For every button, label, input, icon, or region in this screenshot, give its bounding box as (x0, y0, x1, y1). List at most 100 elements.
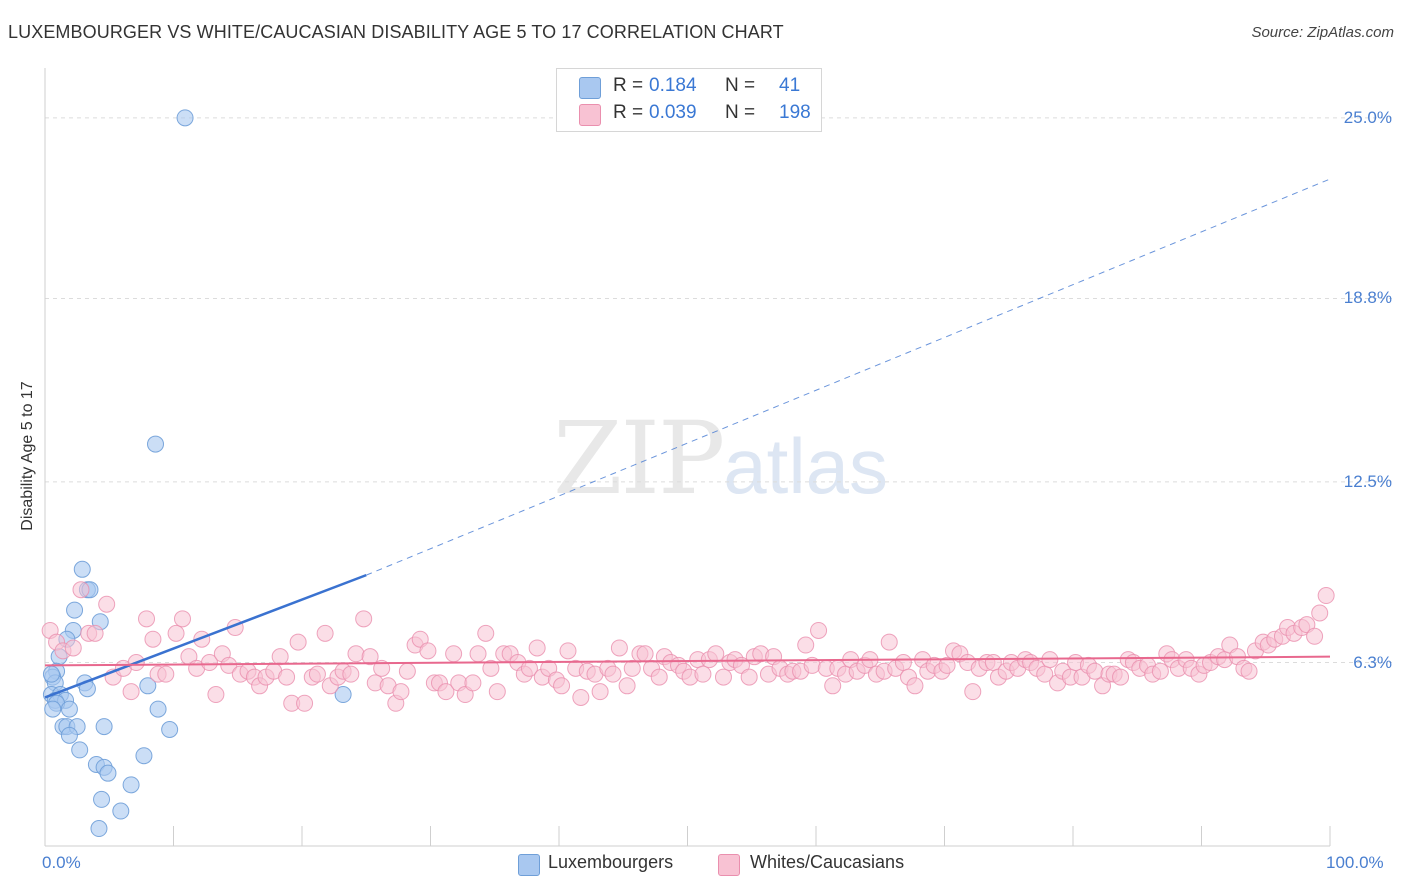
whites-point (220, 656, 238, 674)
legend-r-label: R = (613, 102, 644, 123)
whites-point (1086, 662, 1104, 680)
whites-point (173, 610, 191, 628)
luxembourgers-point (122, 776, 140, 794)
watermark-zip: ZIP (553, 400, 725, 517)
whites-point (411, 630, 429, 648)
whites-point (1306, 627, 1324, 645)
whites-point (361, 648, 379, 666)
legend-r-label: R = (613, 75, 644, 96)
whites-point (488, 683, 506, 701)
whites-point (938, 656, 956, 674)
whites-point (207, 686, 225, 704)
whites-point (122, 683, 140, 701)
legend-n-label: N = (725, 75, 756, 96)
legend-n-label: N = (725, 102, 756, 123)
luxembourgers-point (44, 700, 62, 718)
grid-lines (45, 117, 1392, 664)
luxembourgers-point (66, 601, 84, 619)
whites-point (572, 688, 590, 706)
whites-point (138, 610, 156, 628)
whites-point (64, 639, 82, 657)
whites-point (482, 659, 500, 677)
whites-point (650, 668, 668, 686)
whites-point (373, 659, 391, 677)
legend-n-value: 41 (779, 75, 801, 96)
x-tick-label-min: 0.0% (42, 853, 81, 872)
whites-point (740, 668, 758, 686)
y-tick-label: 25.0% (1343, 107, 1392, 127)
whites-point (98, 595, 116, 613)
luxembourgers-point (135, 747, 153, 765)
luxembourgers-point (334, 686, 352, 704)
trend-lines (44, 178, 1331, 699)
whites-point (591, 683, 609, 701)
whites-point (419, 642, 437, 660)
luxembourgers-points (42, 109, 352, 838)
whites-point (528, 639, 546, 657)
axes (44, 68, 1331, 847)
whites-point (398, 662, 416, 680)
whites-point (906, 677, 924, 695)
luxembourgers-point (42, 665, 60, 683)
whites-point (342, 665, 360, 683)
whites-point (1311, 604, 1329, 622)
whites-point (464, 674, 482, 692)
whites-point (437, 683, 455, 701)
whites-point (86, 624, 104, 642)
luxembourgers-point (161, 720, 179, 738)
whites-point (72, 581, 90, 599)
watermark-atlas: atlas (723, 422, 889, 510)
whites-point (167, 624, 185, 642)
whites-point (623, 659, 641, 677)
whites-point (604, 665, 622, 683)
whites-point (964, 683, 982, 701)
legend-swatch-pink (718, 854, 740, 876)
whites-point (308, 665, 326, 683)
legend-n-value: 198 (779, 102, 811, 123)
whites-point (707, 645, 725, 663)
y-tick-label: 6.3% (1353, 652, 1392, 672)
luxembourgers-point (73, 560, 91, 578)
stats-legend: R = 0.184 N = 41 R = 0.039 N = 198 (556, 68, 822, 132)
legend-label: Luxembourgers (548, 852, 674, 872)
whites-point (144, 630, 162, 648)
luxembourgers-point (93, 790, 111, 808)
luxembourgers-point (99, 764, 117, 782)
luxembourgers-trend-line (44, 573, 367, 699)
whites-point (278, 668, 296, 686)
whites-point (540, 659, 558, 677)
legend-r-value: 0.039 (649, 102, 697, 123)
whites-point (347, 645, 365, 663)
whites-point (445, 645, 463, 663)
whites-point (610, 639, 628, 657)
x-tick-label-max: 100.0% (1326, 853, 1384, 872)
y-axis-label: Disability Age 5 to 17 (19, 381, 36, 531)
whites-point (271, 648, 289, 666)
y-tick-label: 12.5% (1343, 471, 1392, 491)
watermark: ZIPatlas (553, 400, 888, 517)
whites-point (694, 665, 712, 683)
luxembourgers-point (95, 718, 113, 736)
whites-point (1221, 636, 1239, 654)
whites-point (289, 633, 307, 651)
luxembourgers-point (176, 109, 194, 127)
whites-point (316, 624, 334, 642)
whites-point (824, 677, 842, 695)
chart-title: LUXEMBOURGER VS WHITE/CAUCASIAN DISABILI… (8, 22, 784, 42)
whites-point (392, 683, 410, 701)
luxembourgers-point (60, 726, 78, 744)
whites-point (559, 642, 577, 660)
luxembourgers-point (60, 700, 78, 718)
y-tick-label: 18.8% (1343, 288, 1392, 308)
whites-point (456, 686, 474, 704)
whites-points (41, 581, 1335, 712)
whites-point (520, 659, 538, 677)
legend-swatch-pink (579, 104, 601, 126)
whites-point (880, 633, 898, 651)
legend-label: Whites/Caucasians (750, 852, 905, 872)
whites-point (553, 677, 571, 695)
luxembourgers-point (71, 741, 89, 759)
whites-point (200, 654, 218, 672)
legend-swatch-blue (579, 77, 601, 99)
